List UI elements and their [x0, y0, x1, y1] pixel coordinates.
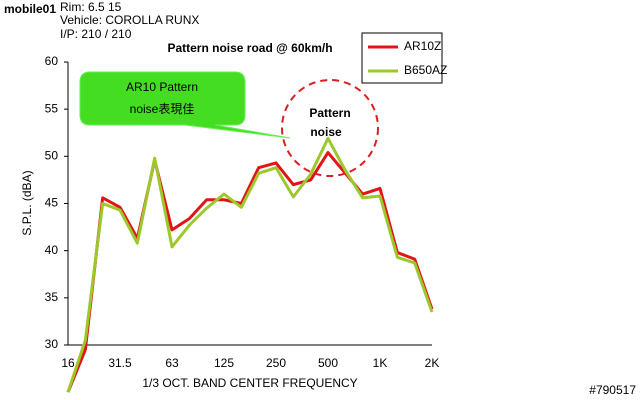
legend-label: AR10Z	[404, 39, 441, 53]
y-tick-label: 60	[45, 54, 59, 68]
legend-box	[361, 32, 443, 84]
post-id: #790517	[589, 383, 636, 397]
y-tick-label: 55	[45, 101, 59, 115]
x-tick-label: 63	[165, 356, 179, 370]
chart-title: Pattern noise road @ 60km/h	[167, 41, 332, 55]
y-tick-label: 40	[45, 243, 59, 257]
series-line	[66, 136, 434, 393]
watermark: mobile01	[4, 2, 56, 16]
legend: AR10Z B650AZ	[361, 32, 447, 84]
callout-bubble	[79, 71, 291, 139]
callout-text: noise表現佳	[130, 102, 195, 116]
x-tick-label: 2K	[425, 356, 440, 370]
x-tick-label: 31.5	[108, 356, 132, 370]
info-line: Rim: 6.5 15	[60, 0, 122, 14]
x-axis-label: 1/3 OCT. BAND CENTER FREQUENCY	[142, 376, 357, 390]
x-tick-label: 250	[266, 356, 286, 370]
series-line	[66, 151, 434, 393]
y-tick-label: 45	[45, 196, 59, 210]
y-tick-label: 30	[45, 337, 59, 351]
lines	[66, 136, 434, 393]
circle-note: noise	[310, 125, 342, 139]
circle-note: Pattern	[309, 106, 350, 120]
y-axis-label: S.P.L. (dBA)	[20, 170, 34, 235]
highlight-circle	[281, 79, 379, 177]
x-tick-label: 125	[214, 356, 234, 370]
y-tick-label: 50	[45, 149, 59, 163]
callout: AR10 Pattern noise表現佳	[79, 71, 291, 139]
x-tick-label: 500	[318, 356, 338, 370]
x-tick-label: 1K	[373, 356, 388, 370]
x-tick-label: 16	[61, 356, 75, 370]
info-line: I/P: 210 / 210	[60, 27, 132, 41]
y-tick-label: 35	[45, 290, 59, 304]
info-line: Vehicle: COROLLA RUNX	[60, 13, 199, 27]
legend-label: B650AZ	[404, 63, 447, 77]
callout-text: AR10 Pattern	[126, 80, 198, 94]
